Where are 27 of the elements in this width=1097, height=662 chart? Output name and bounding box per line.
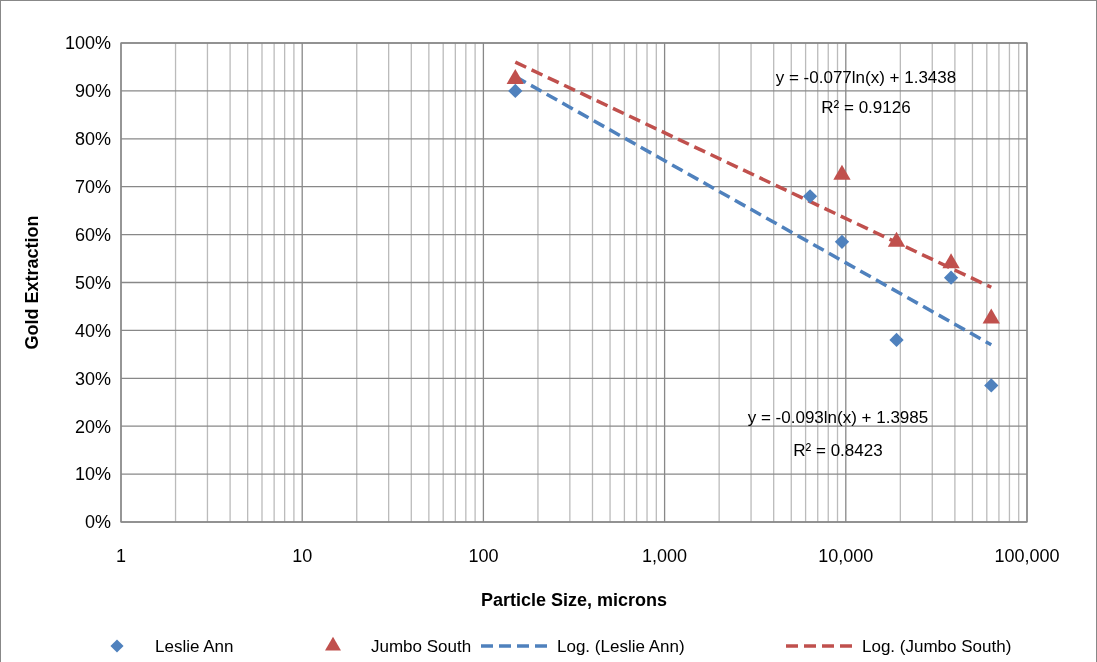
x-tick-label: 10: [292, 546, 313, 566]
legend-label: Leslie Ann: [155, 636, 234, 656]
x-tick-label: 1: [115, 546, 127, 566]
legend-label: Jumbo South: [371, 636, 472, 656]
y-tick-label: 100%: [64, 33, 111, 54]
legend-label: Log. (Leslie Ann): [557, 636, 685, 656]
annotation: y = -0.077ln(x) + 1.3438: [775, 67, 957, 87]
y-tick-label: 0%: [84, 512, 111, 533]
x-tick-label: 10,000: [818, 546, 874, 566]
x-axis-title: Particle Size, microns: [480, 590, 668, 610]
y-axis-title: Gold Extraction: [22, 215, 42, 350]
x-tick-label: 100: [468, 546, 499, 566]
legend-label: Log. (Jumbo South): [862, 636, 1012, 656]
x-tick-label: 1,000: [642, 546, 688, 566]
x-tick-label: 100,000: [994, 546, 1060, 566]
y-tick-label: 50%: [74, 272, 111, 293]
annotation: R² = 0.9126: [821, 97, 911, 117]
y-tick-label: 90%: [74, 81, 111, 102]
y-tick-label: 80%: [74, 129, 111, 150]
y-tick-label: 20%: [74, 416, 111, 437]
y-tick-label: 30%: [74, 368, 111, 389]
annotation: y = -0.093ln(x) + 1.3985: [747, 407, 929, 427]
y-tick-label: 40%: [74, 320, 111, 341]
annotation: R² = 0.8423: [793, 440, 883, 460]
y-tick-label: 70%: [74, 177, 111, 197]
y-tick-label: 60%: [74, 224, 111, 245]
y-tick-label: 10%: [74, 464, 111, 485]
